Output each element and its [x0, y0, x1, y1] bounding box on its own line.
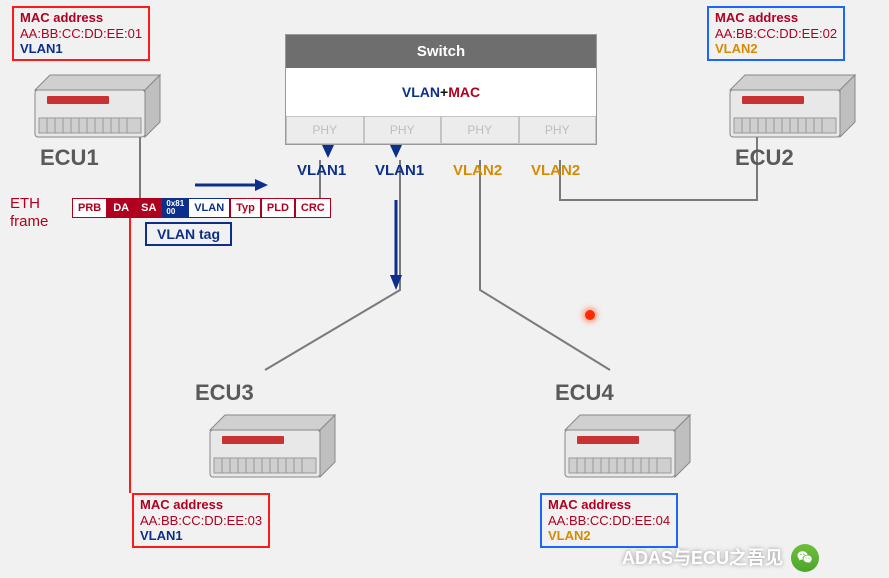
seg-prb: PRB — [72, 198, 107, 218]
eth-text: ETH — [10, 195, 48, 213]
mac-address: AA:BB:CC:DD:EE:04 — [548, 513, 670, 529]
phy-1: PHY — [286, 116, 364, 144]
watermark-text: ADAS与ECU之吾见 — [622, 544, 783, 570]
vlan-diagram: { "nodes":{ "ecu1":{"label":"ECU1","mac_… — [0, 0, 889, 578]
switch-forwarding: VLAN+MAC — [286, 68, 596, 116]
seg-sa: SA — [135, 198, 162, 218]
switch-mac-text: MAC — [448, 84, 480, 100]
vlan-label: VLAN2 — [715, 41, 837, 57]
phy-4: PHY — [519, 116, 597, 144]
port4-label: VLAN2 — [531, 162, 580, 179]
mac-box-ecu4: MAC address AA:BB:CC:DD:EE:04 VLAN2 — [540, 493, 678, 548]
ecu4-label: ECU4 — [555, 380, 614, 406]
ecu2-label: ECU2 — [735, 145, 794, 171]
seg-typ: Typ — [230, 198, 261, 218]
vlan-label: VLAN2 — [548, 528, 670, 544]
mac-address: AA:BB:CC:DD:EE:01 — [20, 26, 142, 42]
eth-frame-label: ETH frame — [10, 195, 48, 231]
mac-title: MAC address — [715, 10, 837, 26]
mac-title: MAC address — [140, 497, 262, 513]
mac-box-ecu1: MAC address AA:BB:CC:DD:EE:01 VLAN1 — [12, 6, 150, 61]
ecu2-icon — [720, 70, 860, 140]
vlan-label: VLAN1 — [140, 528, 262, 544]
wechat-icon — [791, 544, 819, 572]
mac-title: MAC address — [20, 10, 142, 26]
eth-frame: PRB DA SA 0x81 00 VLAN Typ PLD CRC — [72, 198, 331, 218]
laser-dot — [585, 310, 595, 320]
phy-row: PHY PHY PHY PHY — [286, 116, 596, 144]
port3-label: VLAN2 — [453, 162, 502, 179]
seg-crc: CRC — [295, 198, 331, 218]
switch-title: Switch — [286, 35, 596, 68]
switch-vlan-text: VLAN — [402, 84, 440, 100]
port2-label: VLAN1 — [375, 162, 424, 179]
mac-box-ecu2: MAC address AA:BB:CC:DD:EE:02 VLAN2 — [707, 6, 845, 61]
switch: Switch VLAN+MAC PHY PHY PHY PHY — [285, 34, 597, 145]
vlan-label: VLAN1 — [20, 41, 142, 57]
port1-label: VLAN1 — [297, 162, 346, 179]
seg-tpid: 0x81 00 — [162, 198, 188, 218]
mac-address: AA:BB:CC:DD:EE:02 — [715, 26, 837, 42]
mac-box-ecu3: MAC address AA:BB:CC:DD:EE:03 VLAN1 — [132, 493, 270, 548]
phy-2: PHY — [364, 116, 442, 144]
phy-3: PHY — [441, 116, 519, 144]
seg-da: DA — [107, 198, 135, 218]
frame-text: frame — [10, 213, 48, 231]
ecu1-label: ECU1 — [40, 145, 99, 171]
ecu3-label: ECU3 — [195, 380, 254, 406]
mac-title: MAC address — [548, 497, 670, 513]
seg-pld: PLD — [261, 198, 295, 218]
plus: + — [440, 84, 448, 100]
ecu4-icon — [555, 410, 695, 480]
ecu1-icon — [25, 70, 165, 140]
mac-address: AA:BB:CC:DD:EE:03 — [140, 513, 262, 529]
ecu3-icon — [200, 410, 340, 480]
seg-vlan: VLAN — [188, 198, 230, 218]
vlan-tag-box: VLAN tag — [145, 222, 232, 246]
